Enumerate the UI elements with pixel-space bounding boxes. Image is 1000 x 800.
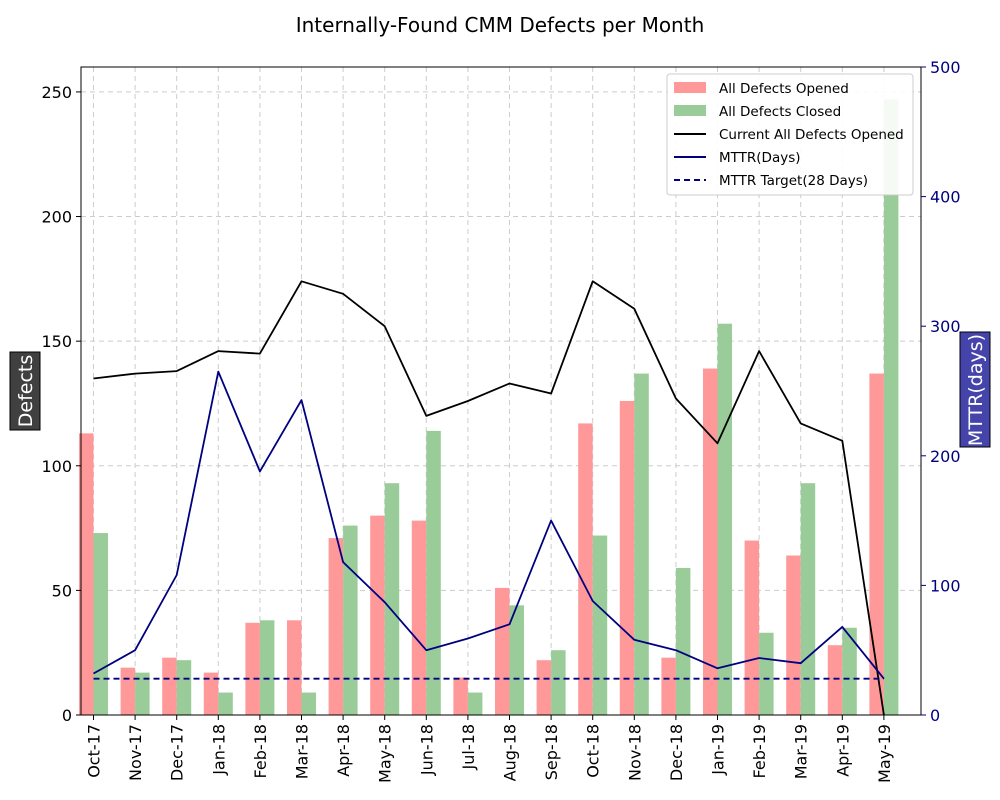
y2-tick-label: 500 (930, 58, 961, 77)
bar-closed (384, 483, 400, 715)
bar-closed (93, 533, 108, 715)
legend: All Defects Opened All Defects Closed Curr… (666, 73, 914, 196)
x-tick-label: Apr-18 (334, 724, 353, 777)
bar-opened (619, 400, 635, 715)
bar-opened (827, 645, 843, 715)
y-tick-label: 150 (41, 332, 72, 351)
x-axis: Oct-17 Nov-17 Dec-17 Jan-18 Feb-18 Mar-18 Apr-… (85, 715, 894, 783)
y-axis-right: 0 100 200 300 400 500 (921, 58, 961, 725)
x-tick-label: Mar-19 (792, 724, 811, 779)
bar-opened (328, 538, 344, 715)
y2-tick-label: 400 (930, 188, 961, 207)
y2-tick-label: 300 (930, 317, 961, 336)
legend-label: MTTR(Days) (719, 150, 801, 166)
bar-opened (869, 373, 884, 715)
legend-label: Current All Defects Opened (719, 127, 904, 143)
x-tick-label: Feb-19 (750, 724, 769, 778)
bar-opened (245, 622, 260, 715)
legend-swatch (674, 105, 706, 116)
bar-closed (634, 373, 649, 715)
y2-axis-label: MTTR(days) (965, 334, 987, 446)
bar-opened (495, 587, 510, 715)
y-tick-label: 200 (41, 208, 72, 227)
x-tick-label: Jan-18 (209, 724, 228, 776)
ylabel-background (9, 351, 41, 431)
y2-tick-label: 200 (930, 447, 961, 466)
bar-opened (120, 667, 136, 715)
y-axis-left: 0 50 100 150 200 250 (41, 83, 81, 725)
x-tick-label: Apr-19 (833, 724, 852, 777)
bar-closed (176, 660, 192, 715)
y-tick-label: 250 (41, 83, 72, 102)
bar-opened (453, 677, 468, 715)
bar-closed (218, 692, 233, 715)
bar-closed (800, 483, 816, 715)
chart-title: Internally-Found CMM Defects per Month (296, 13, 705, 37)
x-tick-label: Jun-18 (417, 724, 436, 776)
x-tick-label: Nov-18 (625, 724, 644, 781)
legend-label: All Defects Closed (719, 104, 841, 120)
bar-closed (259, 620, 275, 715)
lines (93, 280, 885, 716)
bar-closed (343, 525, 358, 715)
legend-box (666, 73, 914, 196)
plot-frame (80, 66, 922, 716)
bar-opened (411, 520, 427, 715)
legend-swatch (674, 82, 706, 93)
y2label-box: MTTR(days) (959, 331, 991, 448)
bars (79, 99, 899, 715)
x-tick-label: Jan-19 (709, 724, 728, 776)
y-tick-label: 50 (52, 581, 72, 600)
ylabel-box: Defects (9, 351, 41, 431)
x-tick-label: Mar-18 (293, 724, 312, 779)
bar-opened (162, 657, 177, 715)
x-tick-label: May-19 (875, 724, 894, 783)
bar-closed (717, 323, 732, 715)
bar-closed (551, 650, 566, 715)
legend-label: MTTR Target(28 Days) (719, 173, 868, 189)
bar-opened (203, 672, 219, 715)
x-tick-label: Oct-18 (584, 724, 603, 778)
bar-opened (79, 433, 94, 715)
bar-closed (842, 627, 857, 715)
bar-closed (592, 535, 608, 715)
bar-opened (744, 540, 760, 715)
x-tick-label: Feb-18 (251, 724, 270, 778)
x-tick-label: Dec-18 (667, 724, 686, 781)
x-tick-label: Aug-18 (501, 724, 520, 781)
y-axis-label: Defects (15, 355, 37, 428)
series-line-current-all-defects-opened (93, 280, 885, 716)
x-tick-label: Oct-17 (85, 724, 104, 778)
bar-opened (786, 555, 801, 715)
bar-closed (509, 605, 524, 715)
bar-opened (536, 660, 552, 715)
y2-tick-label: 100 (930, 576, 961, 595)
bar-opened (703, 368, 718, 715)
bar-closed (426, 430, 441, 715)
bar-opened (661, 657, 676, 715)
x-tick-label: Dec-17 (168, 724, 187, 781)
legend-label: All Defects Opened (719, 81, 849, 97)
y2-tick-label: 0 (930, 706, 940, 725)
y-tick-label: 100 (41, 457, 72, 476)
bar-closed (467, 692, 483, 715)
x-tick-label: Nov-17 (126, 724, 145, 781)
bar-opened (370, 515, 385, 715)
bar-closed (301, 692, 316, 715)
bar-opened (578, 423, 593, 715)
x-tick-label: Sep-18 (542, 724, 561, 780)
y-tick-label: 0 (62, 706, 72, 725)
x-tick-label: Jul-18 (459, 724, 478, 770)
bar-opened (287, 620, 302, 715)
bar-closed (135, 672, 150, 715)
series-line-mttr-days (93, 370, 885, 680)
bar-closed (675, 567, 691, 715)
bar-closed (759, 632, 774, 715)
y2label-background (959, 331, 991, 448)
x-tick-label: May-18 (376, 724, 395, 783)
bar-closed (883, 99, 899, 715)
